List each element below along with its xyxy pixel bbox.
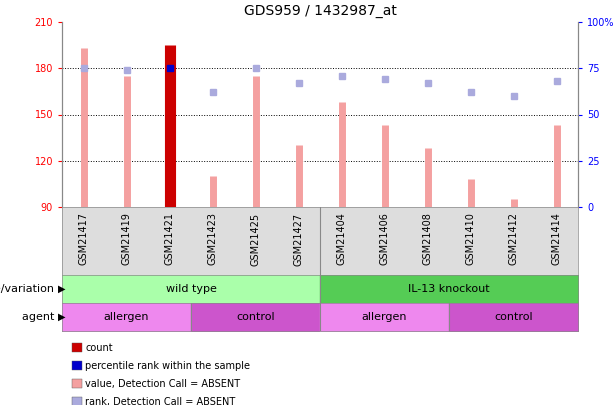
Text: percentile rank within the sample: percentile rank within the sample [85,361,251,371]
Text: GSM21406: GSM21406 [379,213,389,265]
Text: GSM21412: GSM21412 [509,213,519,265]
Text: GSM21423: GSM21423 [207,213,218,265]
Text: GSM21410: GSM21410 [465,213,476,265]
Text: GSM21425: GSM21425 [251,213,261,266]
Text: GSM21404: GSM21404 [337,213,346,265]
Text: IL-13 knockout: IL-13 knockout [408,284,490,294]
Text: control: control [494,312,533,322]
Text: GSM21419: GSM21419 [121,213,132,265]
Text: GSM21414: GSM21414 [552,213,562,265]
Text: GSM21408: GSM21408 [422,213,433,265]
Text: value, Detection Call = ABSENT: value, Detection Call = ABSENT [85,379,241,389]
Text: ▶: ▶ [58,312,66,322]
Text: GSM21427: GSM21427 [294,213,303,266]
Title: GDS959 / 1432987_at: GDS959 / 1432987_at [243,4,397,18]
Text: agent: agent [22,312,58,322]
Text: genotype/variation: genotype/variation [0,284,58,294]
Text: allergen: allergen [104,312,149,322]
Text: rank, Detection Call = ABSENT: rank, Detection Call = ABSENT [85,397,236,405]
Text: GSM21421: GSM21421 [164,213,175,265]
Text: control: control [236,312,275,322]
Text: allergen: allergen [362,312,407,322]
Text: GSM21417: GSM21417 [78,213,88,265]
Text: wild type: wild type [166,284,216,294]
Text: count: count [85,343,113,353]
Text: ▶: ▶ [58,284,66,294]
